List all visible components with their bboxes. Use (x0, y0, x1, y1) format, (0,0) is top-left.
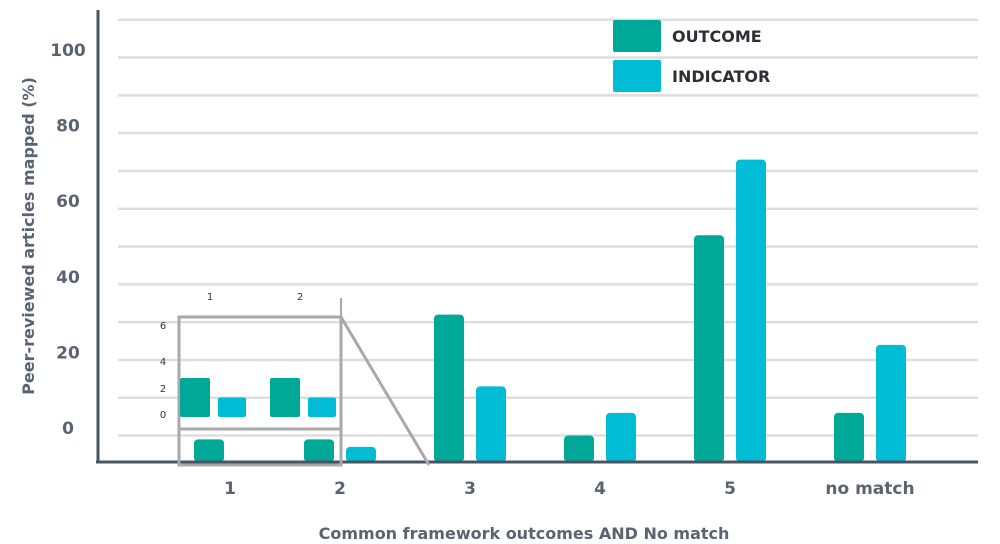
x-tick-label: 4 (594, 479, 606, 499)
bar-indicator (876, 345, 906, 462)
gridlines (118, 20, 978, 436)
x-tick-label: 5 (724, 479, 736, 499)
bars (194, 160, 906, 462)
legend-swatch (613, 20, 661, 52)
bar-outcome (434, 315, 464, 462)
y-tick-label: 80 (56, 117, 80, 137)
inset-bar-indicator (218, 398, 246, 418)
zoom-connector-line (341, 317, 429, 465)
bar-indicator (606, 413, 636, 462)
x-tick-label: 1 (224, 479, 236, 499)
y-tick-labels: 0 20 40 60 80 100 (50, 41, 86, 439)
legend: OUTCOME INDICATOR (613, 20, 770, 92)
y-tick-label: 0 (62, 419, 74, 439)
legend-label: OUTCOME (672, 27, 762, 46)
bar-outcome (834, 413, 864, 462)
legend-swatch (613, 60, 661, 92)
x-tick-label: no match (825, 479, 914, 499)
bar-indicator (346, 447, 376, 462)
inset-x-tick-label: 2 (297, 292, 303, 303)
y-axis-title: Peer-reviewed articles mapped (%) (19, 77, 38, 395)
y-tick-label: 100 (50, 41, 86, 61)
x-tick-label: 3 (464, 479, 476, 499)
bar-indicator (476, 386, 506, 462)
inset-bars: 0 2 4 6 1 2 (160, 292, 336, 421)
inset-y-tick-label: 0 (160, 410, 166, 421)
bar-outcome (564, 436, 594, 462)
inset-bar-outcome (180, 378, 210, 417)
inset-y-tick-label: 4 (160, 357, 166, 368)
bar-indicator (736, 160, 766, 462)
inset-y-tick-label: 2 (160, 384, 166, 395)
bar-outcome (694, 235, 724, 462)
zoom-inset: 0 2 4 6 1 2 (160, 292, 429, 465)
x-tick-label: 2 (334, 479, 346, 499)
inset-bar-outcome (270, 378, 300, 417)
bar-outcome (304, 439, 334, 462)
inset-y-tick-label: 6 (160, 321, 166, 332)
y-tick-label: 40 (56, 268, 80, 288)
x-axis-title: Common framework outcomes AND No match (319, 524, 730, 543)
legend-label: INDICATOR (672, 67, 770, 86)
y-tick-label: 60 (56, 192, 80, 212)
bar-outcome (194, 439, 224, 462)
inset-bar-indicator (308, 398, 336, 418)
y-tick-label: 20 (56, 343, 80, 363)
x-tick-labels: 1 2 3 4 5 no match (224, 479, 915, 499)
inset-x-tick-label: 1 (207, 292, 213, 303)
